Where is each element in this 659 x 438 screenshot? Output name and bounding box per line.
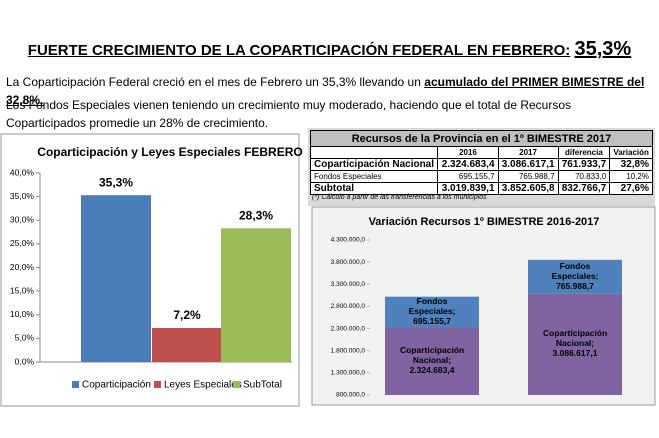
- value: 3.086.617,1: [552, 348, 598, 359]
- series-name: Coparticipación Nacional: [400, 345, 464, 365]
- header-cell: [309, 146, 439, 159]
- y-tick-label: 3.800.000,0: [331, 259, 366, 266]
- bar-segment: [385, 296, 479, 328]
- value-label: Fondos Especiales765.988,7: [545, 261, 605, 291]
- bar: [221, 228, 291, 362]
- table-box: Recursos de la Provincia en el 1º BIMEST…: [308, 128, 655, 206]
- table-row: Coparticipación Nacional 2.324.683,4 3.086…: [309, 158, 653, 171]
- bar-segment: [385, 327, 479, 395]
- bar-segment: [528, 259, 622, 294]
- cell: 32,8%: [609, 158, 653, 171]
- cell: 2.324.683,4: [437, 158, 499, 171]
- y-tick-label: 2.300.000,0: [331, 325, 366, 332]
- y-tick-label: 0,0%: [15, 356, 35, 366]
- header-cell: 2017: [497, 146, 559, 159]
- cell: 695.155,7: [437, 170, 499, 183]
- y-tick-label: 35,0%: [10, 191, 35, 201]
- cell: 27,6%: [609, 182, 653, 195]
- value: 765.988,7: [556, 280, 594, 291]
- y-tick-label: 30,0%: [10, 215, 35, 225]
- value-label: Coparticipación Nacional3.086.617,1: [543, 328, 607, 358]
- title: FUERTE CRECIMIENTO DE LA COPARTICIPACIÓN…: [27, 42, 571, 59]
- chart-title: Variación Recursos 1º BIMESTRE 2016-2017: [369, 216, 600, 228]
- legend-label: SubTotal: [243, 380, 282, 391]
- value-label: 35,3%: [99, 175, 133, 189]
- emphasis: acumulado del PRIMER BIMESTRE del 32,8%.: [6, 75, 645, 107]
- cell: 70.833,0: [557, 170, 611, 183]
- cell: 765.988,7: [497, 170, 559, 183]
- legend-label: Coparticipación: [82, 380, 151, 391]
- cell: Subtotal: [309, 182, 439, 195]
- legend-swatch: [72, 381, 79, 388]
- table: Recursos de la Provincia en el 1º BIMEST…: [309, 130, 653, 195]
- legend-label: Leyes Especiales: [164, 380, 242, 391]
- legend-swatch: [233, 381, 240, 388]
- table-row: Fondos Especiales 695.155,7 765.988,7 70.83…: [309, 170, 653, 183]
- header-cell: 2016: [437, 146, 499, 159]
- y-tick-label: 1.800.000,0: [331, 347, 366, 354]
- cell: 3.019.839,1: [437, 182, 499, 195]
- cell: 761.933,7: [557, 158, 611, 171]
- cell: 832.766,7: [557, 182, 611, 195]
- cell: Coparticipación Nacional: [309, 158, 439, 171]
- series-name: Coparticipación Nacional: [543, 328, 607, 348]
- series-name: Fondos Especiales: [409, 296, 456, 316]
- table-row: Subtotal 3.019.839,1 3.852.605,8 832.766,7 2…: [309, 182, 653, 195]
- bar-segment: [528, 293, 622, 395]
- cell: Fondos Especiales: [309, 170, 439, 183]
- bar: [152, 327, 222, 362]
- series-name: Fondos Especiales: [552, 261, 599, 281]
- y-tick-label: 15,0%: [10, 285, 35, 295]
- value-label: 7,2%: [173, 308, 201, 322]
- bar: [81, 195, 151, 362]
- y-tick-label: 10,0%: [10, 309, 35, 319]
- value: 695.155,7: [413, 316, 451, 327]
- headline: FUERTE CRECIMIENTO DE LA COPARTICIPACIÓN…: [0, 38, 659, 61]
- y-tick-label: 3.300.000,0: [331, 281, 366, 288]
- value: 2.324.683,4: [409, 365, 455, 376]
- value-label-box: Fondos Especiales765.988,7: [545, 261, 605, 291]
- cell: 3.086.617,1: [497, 158, 559, 171]
- text: La Coparticipación Federal creció en el …: [6, 75, 421, 89]
- legend-swatch: [154, 381, 161, 388]
- y-tick-label: 1.300.000,0: [331, 370, 366, 377]
- y-tick-label: 4.300.000,0: [331, 237, 366, 244]
- value-label: 28,3%: [239, 208, 273, 222]
- y-tick-label: 40,0%: [10, 167, 35, 177]
- table-note: (*) Cálculo a partir de las transferenci…: [312, 194, 487, 201]
- paragraph: Los Fondos Especiales vienen teniendo un…: [6, 98, 572, 130]
- header-cell: Variación: [609, 146, 653, 159]
- title-highlight: 35,3%: [574, 38, 632, 60]
- y-tick-label: 5,0%: [15, 333, 35, 343]
- table-title: Recursos de la Provincia en el 1º BIMEST…: [310, 130, 653, 147]
- y-tick-label: 20,0%: [10, 262, 35, 272]
- chart-title: Coparticipación y Leyes Especiales FEBRE…: [37, 145, 302, 159]
- y-tick-label: 25,0%: [10, 238, 35, 248]
- paragraph: La Coparticipación Federal creció en el …: [6, 73, 654, 109]
- y-tick-label: 800.000,0: [336, 392, 365, 399]
- header-cell: diferencia: [557, 146, 611, 159]
- value-label-box: Coparticipación Nacional3.086.617,1: [543, 328, 607, 358]
- cell: 3.852.605,8: [497, 182, 559, 195]
- y-tick-label: 2.800.000,0: [331, 303, 366, 310]
- cell: 10,2%: [609, 170, 653, 183]
